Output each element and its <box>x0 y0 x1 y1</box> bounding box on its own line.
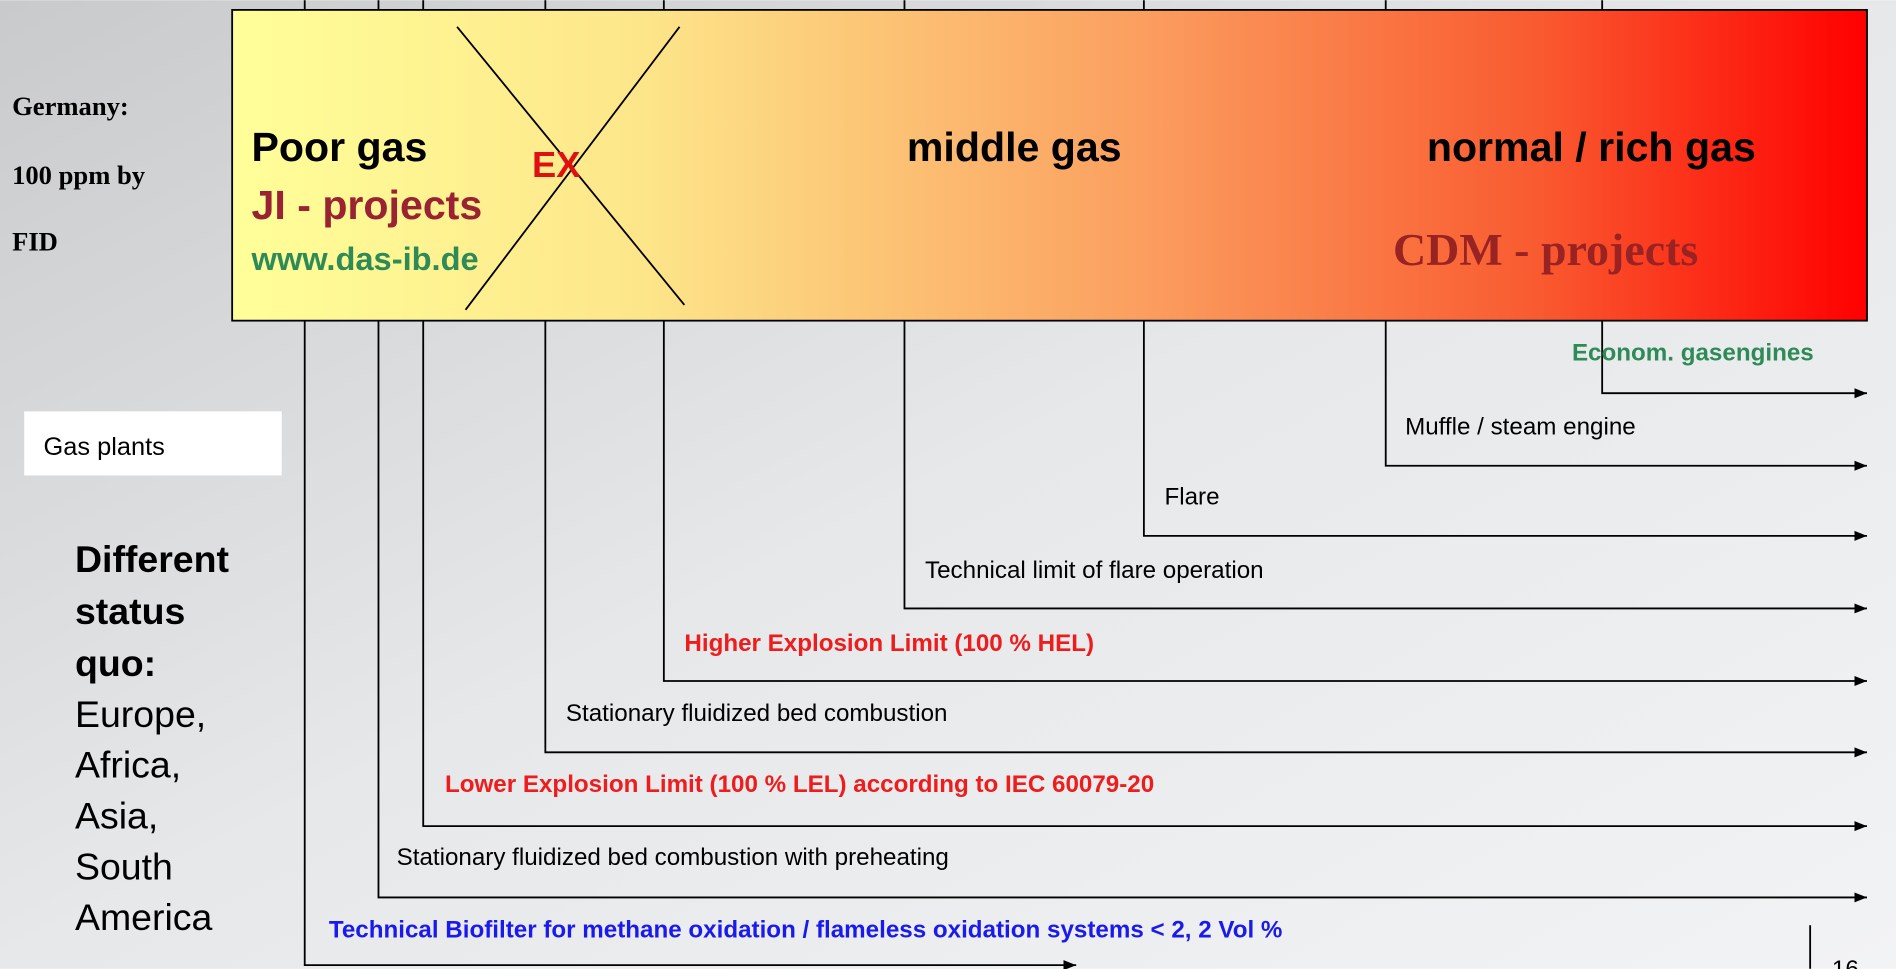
pathway-label: Flare <box>1164 483 1219 510</box>
pathway-label: Stationary fluidized bed combustion with… <box>397 844 949 871</box>
band-label: JI - projects <box>252 182 483 228</box>
region: America <box>75 896 213 938</box>
band-label: Poor gas <box>252 124 428 170</box>
pathway-label: Technical Biofilter for methane oxidatio… <box>329 916 1282 943</box>
pathway-label: Technical limit of flare operation <box>925 557 1264 584</box>
page-number: 16 <box>1832 956 1859 969</box>
band-label: normal / rich gas <box>1427 124 1756 170</box>
status-heading: Different <box>75 538 230 580</box>
gas-plants: Gas plants <box>44 433 165 461</box>
band-label: middle gas <box>907 124 1122 170</box>
region: Asia, <box>75 795 158 837</box>
band-label: www.das-ib.de <box>251 240 479 277</box>
band-label: EX <box>532 144 580 185</box>
status-heading: quo: <box>75 642 156 684</box>
band-label: CDM - projects <box>1393 224 1698 275</box>
status-heading: status <box>75 590 185 632</box>
region: Europe, <box>75 693 206 735</box>
pathway-label: Muffle / steam engine <box>1405 413 1636 440</box>
pathway-label: Stationary fluidized bed combustion <box>566 700 948 727</box>
page: Poor gas JI - projects www.das-ib.de EX … <box>0 0 1896 969</box>
pathway-label: Lower Explosion Limit (100 % LEL) accord… <box>445 771 1154 798</box>
note: 100 ppm by <box>12 160 146 190</box>
region: South <box>75 845 173 887</box>
slide: Poor gas JI - projects www.das-ib.de EX … <box>0 0 1896 969</box>
note: FID <box>12 227 58 257</box>
pathway-label: Higher Explosion Limit (100 % HEL) <box>684 630 1094 657</box>
note: Germany: <box>12 91 129 121</box>
region: Africa, <box>75 744 181 786</box>
pathway-label: Econom. gasengines <box>1572 340 1814 367</box>
